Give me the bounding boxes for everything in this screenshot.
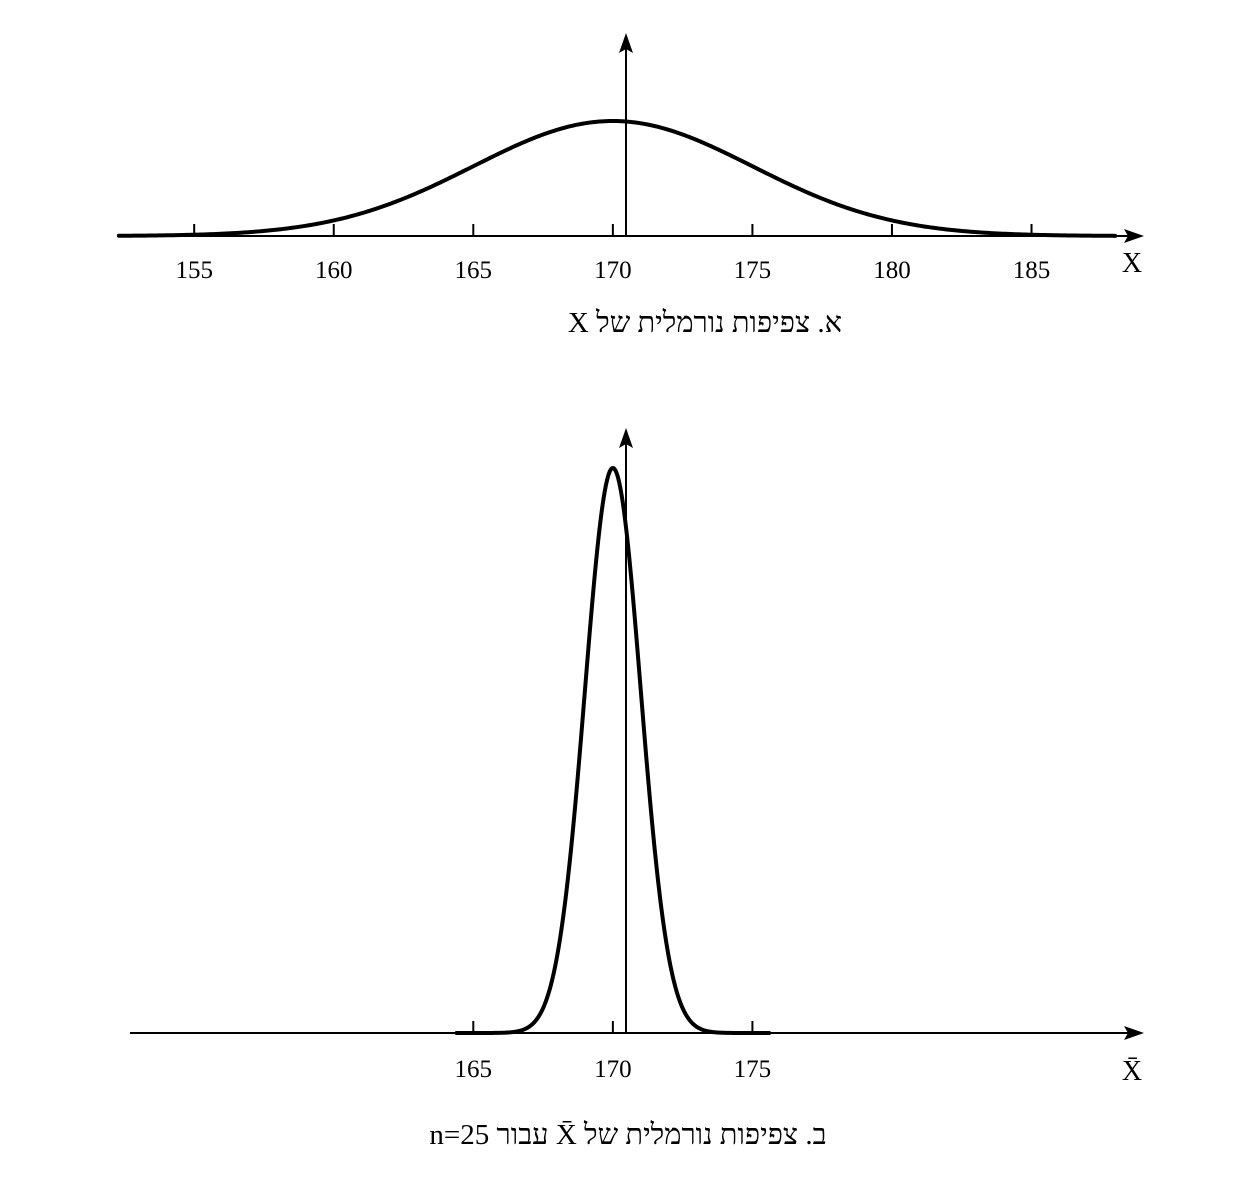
chart-b-y-axis-arrow <box>619 428 633 448</box>
chart-a-tick-label: 155 <box>175 257 213 284</box>
chart-a-y-axis-arrow <box>619 33 633 53</box>
chart-a-tick-label: 180 <box>873 257 911 284</box>
chart-b-caption: ב. צפיפות נורמלית של X̄ עבור n=25 <box>429 1119 826 1151</box>
chart-a: 155 160 165 170 175 180 185 X א. צפיפות נורמלי… <box>116 33 1144 339</box>
chart-a-ticks: 155 160 165 170 175 180 185 <box>175 224 1050 284</box>
chart-a-tick-label: 185 <box>1013 257 1051 284</box>
chart-b-x-axis-label: X̄ <box>1122 1056 1142 1087</box>
chart-b: 165 170 175 X̄ ב. צפיפות נורמלית של X̄ עבו… <box>130 428 1144 1151</box>
chart-a-x-axis-arrow <box>1124 229 1144 243</box>
chart-b-x-axis-arrow <box>1124 1026 1144 1040</box>
chart-b-tick-label: 170 <box>594 1056 632 1083</box>
chart-a-tick-label: 175 <box>734 257 772 284</box>
chart-a-tick-label: 170 <box>594 257 632 284</box>
chart-b-density-curve <box>454 466 772 1035</box>
chart-b-tick-label: 175 <box>734 1056 772 1083</box>
chart-a-x-axis-label: X <box>1122 248 1142 279</box>
chart-a-caption: א. צפיפות נורמלית של X <box>568 307 842 339</box>
chart-a-tick-label: 165 <box>455 257 493 284</box>
chart-b-tick-label: 165 <box>455 1056 493 1083</box>
chart-b-ticks: 165 170 175 <box>455 1021 772 1083</box>
chart-a-tick-label: 160 <box>315 257 353 284</box>
chart-a-density-curve <box>116 119 1118 238</box>
